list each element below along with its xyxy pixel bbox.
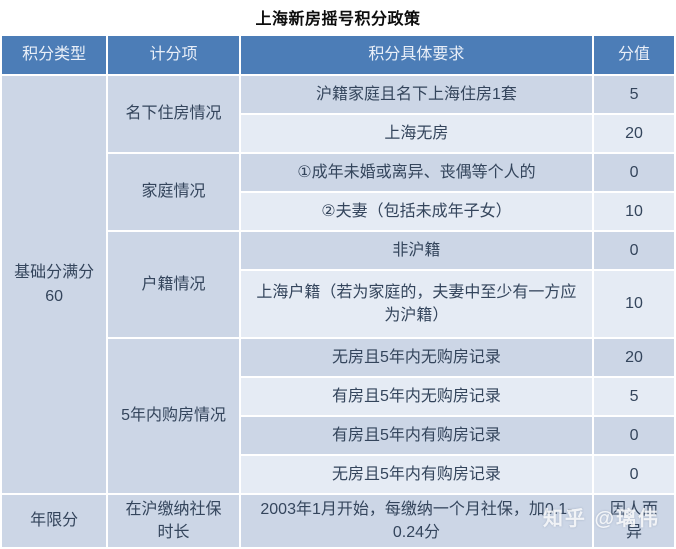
title-bar: 上海新房摇号积分政策: [0, 0, 676, 34]
col-header-scoring-item: 计分项: [108, 36, 239, 74]
table-row: 户籍情况 非沪籍 0: [2, 232, 674, 337]
scoring-item-cell-purchase-in-5-years: 5年内购房情况: [108, 339, 239, 493]
scoring-item-cell-household-registration: 户籍情况: [108, 232, 239, 337]
requirement-cell: 无房且5年内无购房记录: [240, 339, 593, 376]
page-title: 上海新房摇号积分政策: [255, 11, 421, 28]
policy-table: 积分类型 计分项 积分具体要求 分值 基础分满分 60 名下住房情况 沪籍家庭且…: [0, 34, 676, 549]
requirement-cell: 上海户籍（若为家庭的，夫妻中至少有一方应为沪籍）: [240, 271, 593, 337]
table-row: 有房且5年内有购房记录 0: [2, 417, 674, 454]
scoring-item-cell-family-status: 家庭情况: [108, 154, 239, 230]
requirement-cell: 无房且5年内有购房记录: [240, 456, 593, 493]
requirement-cell: 非沪籍: [240, 232, 593, 269]
score-cell: 20: [594, 339, 674, 376]
score-cell: 20: [594, 115, 674, 152]
requirement-cell: 沪籍家庭且名下上海住房1套: [240, 76, 593, 113]
score-cell: 0: [594, 154, 674, 191]
requirement-cell: 2003年1月开始，每缴纳一个月社保，加0.1-0.24分: [240, 495, 593, 547]
table-row: 年限分 在沪缴纳社保 时长 2003年1月开始，每缴纳一个月社保，加0.1-0.…: [2, 495, 674, 547]
score-cell: 0: [594, 456, 674, 493]
score-cell: 10: [594, 271, 674, 337]
table-header-row: 积分类型 计分项 积分具体要求 分值: [2, 36, 674, 74]
score-cell: 0: [594, 417, 674, 454]
table-row: 上海无房 20: [2, 115, 674, 152]
table-row: 家庭情况 ①成年未婚或离异、丧偶等个人的 0: [2, 154, 674, 230]
score-cell: 0: [594, 232, 674, 269]
table-row: ②夫妻（包括未成年子女） 10: [2, 193, 674, 230]
category-cell-base-score: 基础分满分 60: [2, 76, 107, 493]
col-header-score-type: 积分类型: [2, 36, 107, 74]
table-row: 上海户籍（若为家庭的，夫妻中至少有一方应为沪籍） 10: [2, 271, 674, 337]
requirement-cell: 上海无房: [240, 115, 593, 152]
col-header-requirement: 积分具体要求: [240, 36, 593, 74]
col-header-score-value: 分值: [594, 36, 674, 74]
score-cell: 5: [594, 76, 674, 113]
scoring-item-cell-housing-under-name: 名下住房情况: [108, 76, 239, 152]
score-cell: 5: [594, 378, 674, 415]
score-cell: 10: [594, 193, 674, 230]
requirement-cell: 有房且5年内无购房记录: [240, 378, 593, 415]
table-row: 无房且5年内有购房记录 0: [2, 456, 674, 493]
requirement-cell: ②夫妻（包括未成年子女）: [240, 193, 593, 230]
requirement-cell: 有房且5年内有购房记录: [240, 417, 593, 454]
requirement-cell: ①成年未婚或离异、丧偶等个人的: [240, 154, 593, 191]
table-row: 5年内购房情况 无房且5年内无购房记录 20: [2, 339, 674, 493]
category-cell-years-score: 年限分: [2, 495, 107, 547]
table-row: 有房且5年内无购房记录 5: [2, 378, 674, 415]
score-cell: 因人而异: [594, 495, 674, 547]
table-row: 基础分满分 60 名下住房情况 沪籍家庭且名下上海住房1套 5: [2, 76, 674, 493]
scoring-item-cell-social-security-duration: 在沪缴纳社保 时长: [108, 495, 239, 547]
